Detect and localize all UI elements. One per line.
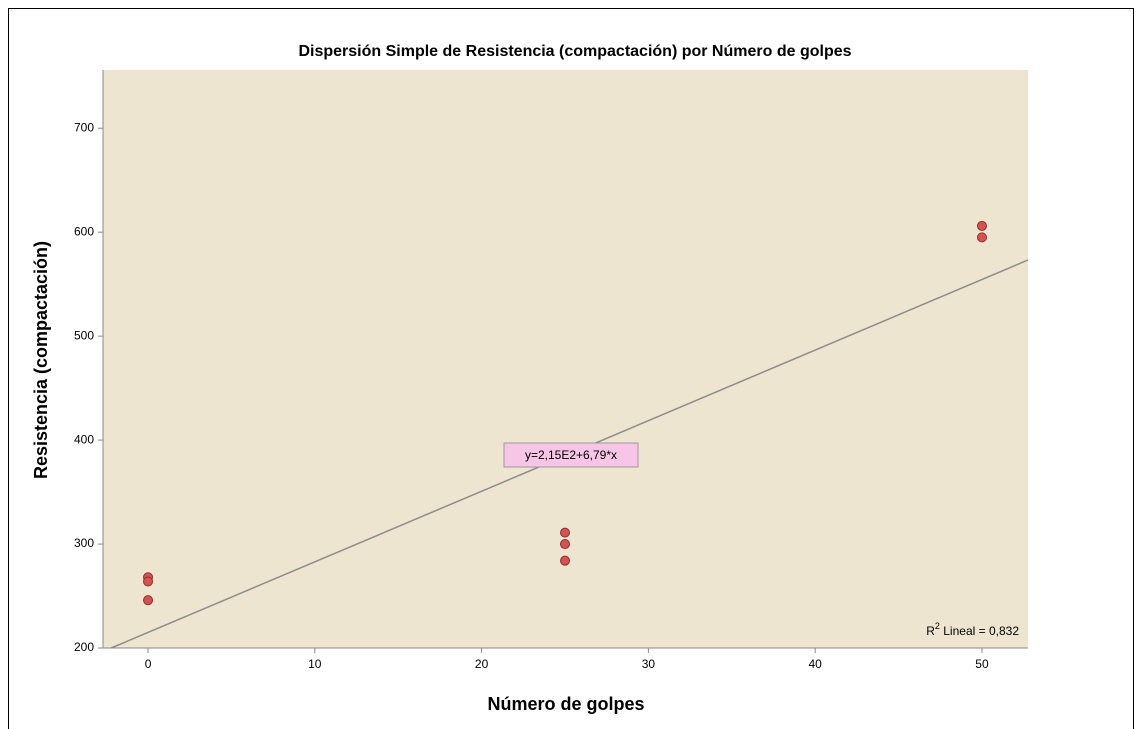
r-squared-label: R2 Lineal = 0,832 (926, 621, 1019, 638)
x-tick-label: 10 (308, 657, 322, 671)
y-tick-label: 500 (74, 328, 94, 342)
point (976, 232, 987, 243)
y-tick-label: 300 (74, 536, 94, 550)
x-tick-label: 50 (975, 657, 989, 671)
x-tick-label: 0 (145, 657, 152, 671)
x-tick-label: 20 (475, 657, 489, 671)
point (559, 527, 570, 538)
equation-box (503, 442, 639, 468)
y-tick-label: 200 (74, 640, 94, 654)
y-axis-label: Resistencia (compactación) (31, 241, 51, 479)
point (559, 539, 570, 550)
r-squared-part: 2 (935, 621, 940, 631)
point (143, 576, 154, 587)
x-tick-label: 40 (809, 657, 823, 671)
point (143, 595, 154, 606)
y-tick-label: 400 (74, 432, 94, 446)
r-squared-part: Lineal = 0,832 (940, 624, 1019, 638)
point (976, 220, 987, 231)
x-axis-label: Número de golpes (487, 694, 644, 714)
x-tick-label: 30 (642, 657, 656, 671)
y-tick-label: 600 (74, 224, 94, 238)
plot-area (103, 70, 1028, 648)
point (559, 555, 570, 566)
chart-title: Dispersión Simple de Resistencia (compac… (298, 43, 851, 60)
y-tick-label: 700 (74, 120, 94, 134)
r-squared-part: R (926, 624, 935, 638)
equation-label: y=2,15E2+6,79*x (525, 448, 617, 462)
